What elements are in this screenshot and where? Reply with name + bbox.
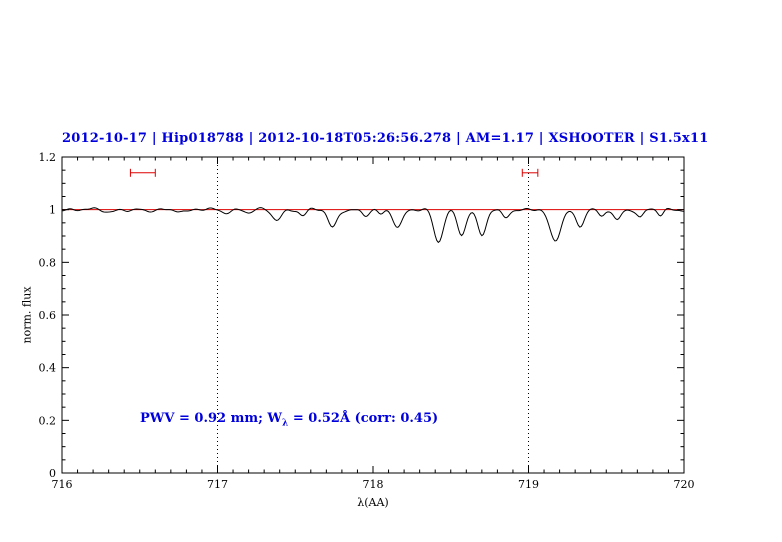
pwv-annotation: PWV = 0.92 mm; Wλ = 0.52Å (corr: 0.45): [140, 411, 438, 429]
y-tick-label: 0.2: [39, 414, 57, 427]
pwv-annotation-suffix: = 0.52Å (corr: 0.45): [288, 411, 439, 426]
x-tick-label: 717: [207, 478, 228, 491]
x-tick-label: 718: [363, 478, 384, 491]
x-tick-label: 720: [674, 478, 695, 491]
y-tick-label: 0: [49, 467, 56, 480]
y-tick-label: 1.2: [39, 151, 57, 164]
y-axis-label: norm. flux: [20, 286, 34, 344]
y-tick-label: 0.4: [39, 362, 57, 375]
plot-title: 2012-10-17 | Hip018788 | 2012-10-18T05:2…: [62, 131, 709, 146]
x-tick-label: 716: [52, 478, 73, 491]
x-axis-label: λ(AA): [357, 496, 389, 509]
y-tick-label: 0.8: [39, 256, 57, 269]
pwv-annotation-prefix: PWV = 0.92 mm; W: [140, 411, 283, 426]
x-tick-label: 719: [518, 478, 539, 491]
y-tick-label: 0.6: [39, 309, 57, 322]
spectrum-line: [61, 207, 685, 244]
y-tick-label: 1: [49, 204, 56, 217]
pwv-annotation-lambda-sub: λ: [282, 418, 289, 429]
